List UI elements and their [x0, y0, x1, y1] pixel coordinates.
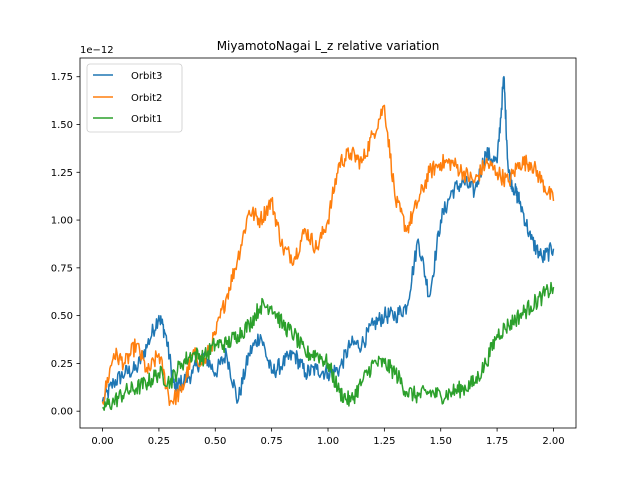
x-tick-label: 1.75: [486, 436, 508, 447]
series-line-orbit2: [101, 104, 555, 407]
series-line-orbit1: [102, 281, 555, 411]
y-tick-label: 1.50: [51, 120, 73, 131]
y-tick-label: 0.25: [51, 359, 73, 370]
y-tick-label: 0.75: [51, 263, 73, 274]
y-tick-label: 1.00: [51, 216, 73, 227]
x-tick-label: 1.00: [317, 436, 339, 447]
y-tick-label: 0.50: [51, 311, 73, 322]
plot-area: [101, 75, 555, 411]
legend-box: [86, 63, 183, 133]
x-tick-label: 1.25: [373, 436, 395, 447]
y-tick-label: 1.25: [51, 168, 73, 179]
x-axis: 0.00 0.25 0.50 0.75 1.00 1.25 1.50 1.75 2.00: [91, 428, 565, 447]
x-tick-label: 0.00: [91, 436, 113, 447]
y-axis: 0.00 0.25 0.50 0.75 1.00 1.25 1.50 1.75: [51, 72, 80, 418]
y-tick-label: 1.75: [51, 72, 73, 83]
x-tick-label: 1.50: [430, 436, 452, 447]
x-tick-label: 0.25: [148, 436, 170, 447]
x-tick-label: 2.00: [542, 436, 564, 447]
legend-label-orbit2: Orbit2: [131, 93, 162, 104]
y-offset-label: 1e−12: [80, 45, 114, 56]
x-tick-label: 0.75: [261, 436, 283, 447]
legend: Orbit3 Orbit2 Orbit1: [86, 63, 183, 133]
x-tick-label: 0.50: [204, 436, 226, 447]
y-tick-label: 0.00: [51, 407, 73, 418]
legend-label-orbit1: Orbit1: [131, 114, 162, 125]
chart-title: MiyamotoNagai L_z relative variation: [217, 39, 440, 53]
legend-label-orbit3: Orbit3: [131, 71, 162, 82]
